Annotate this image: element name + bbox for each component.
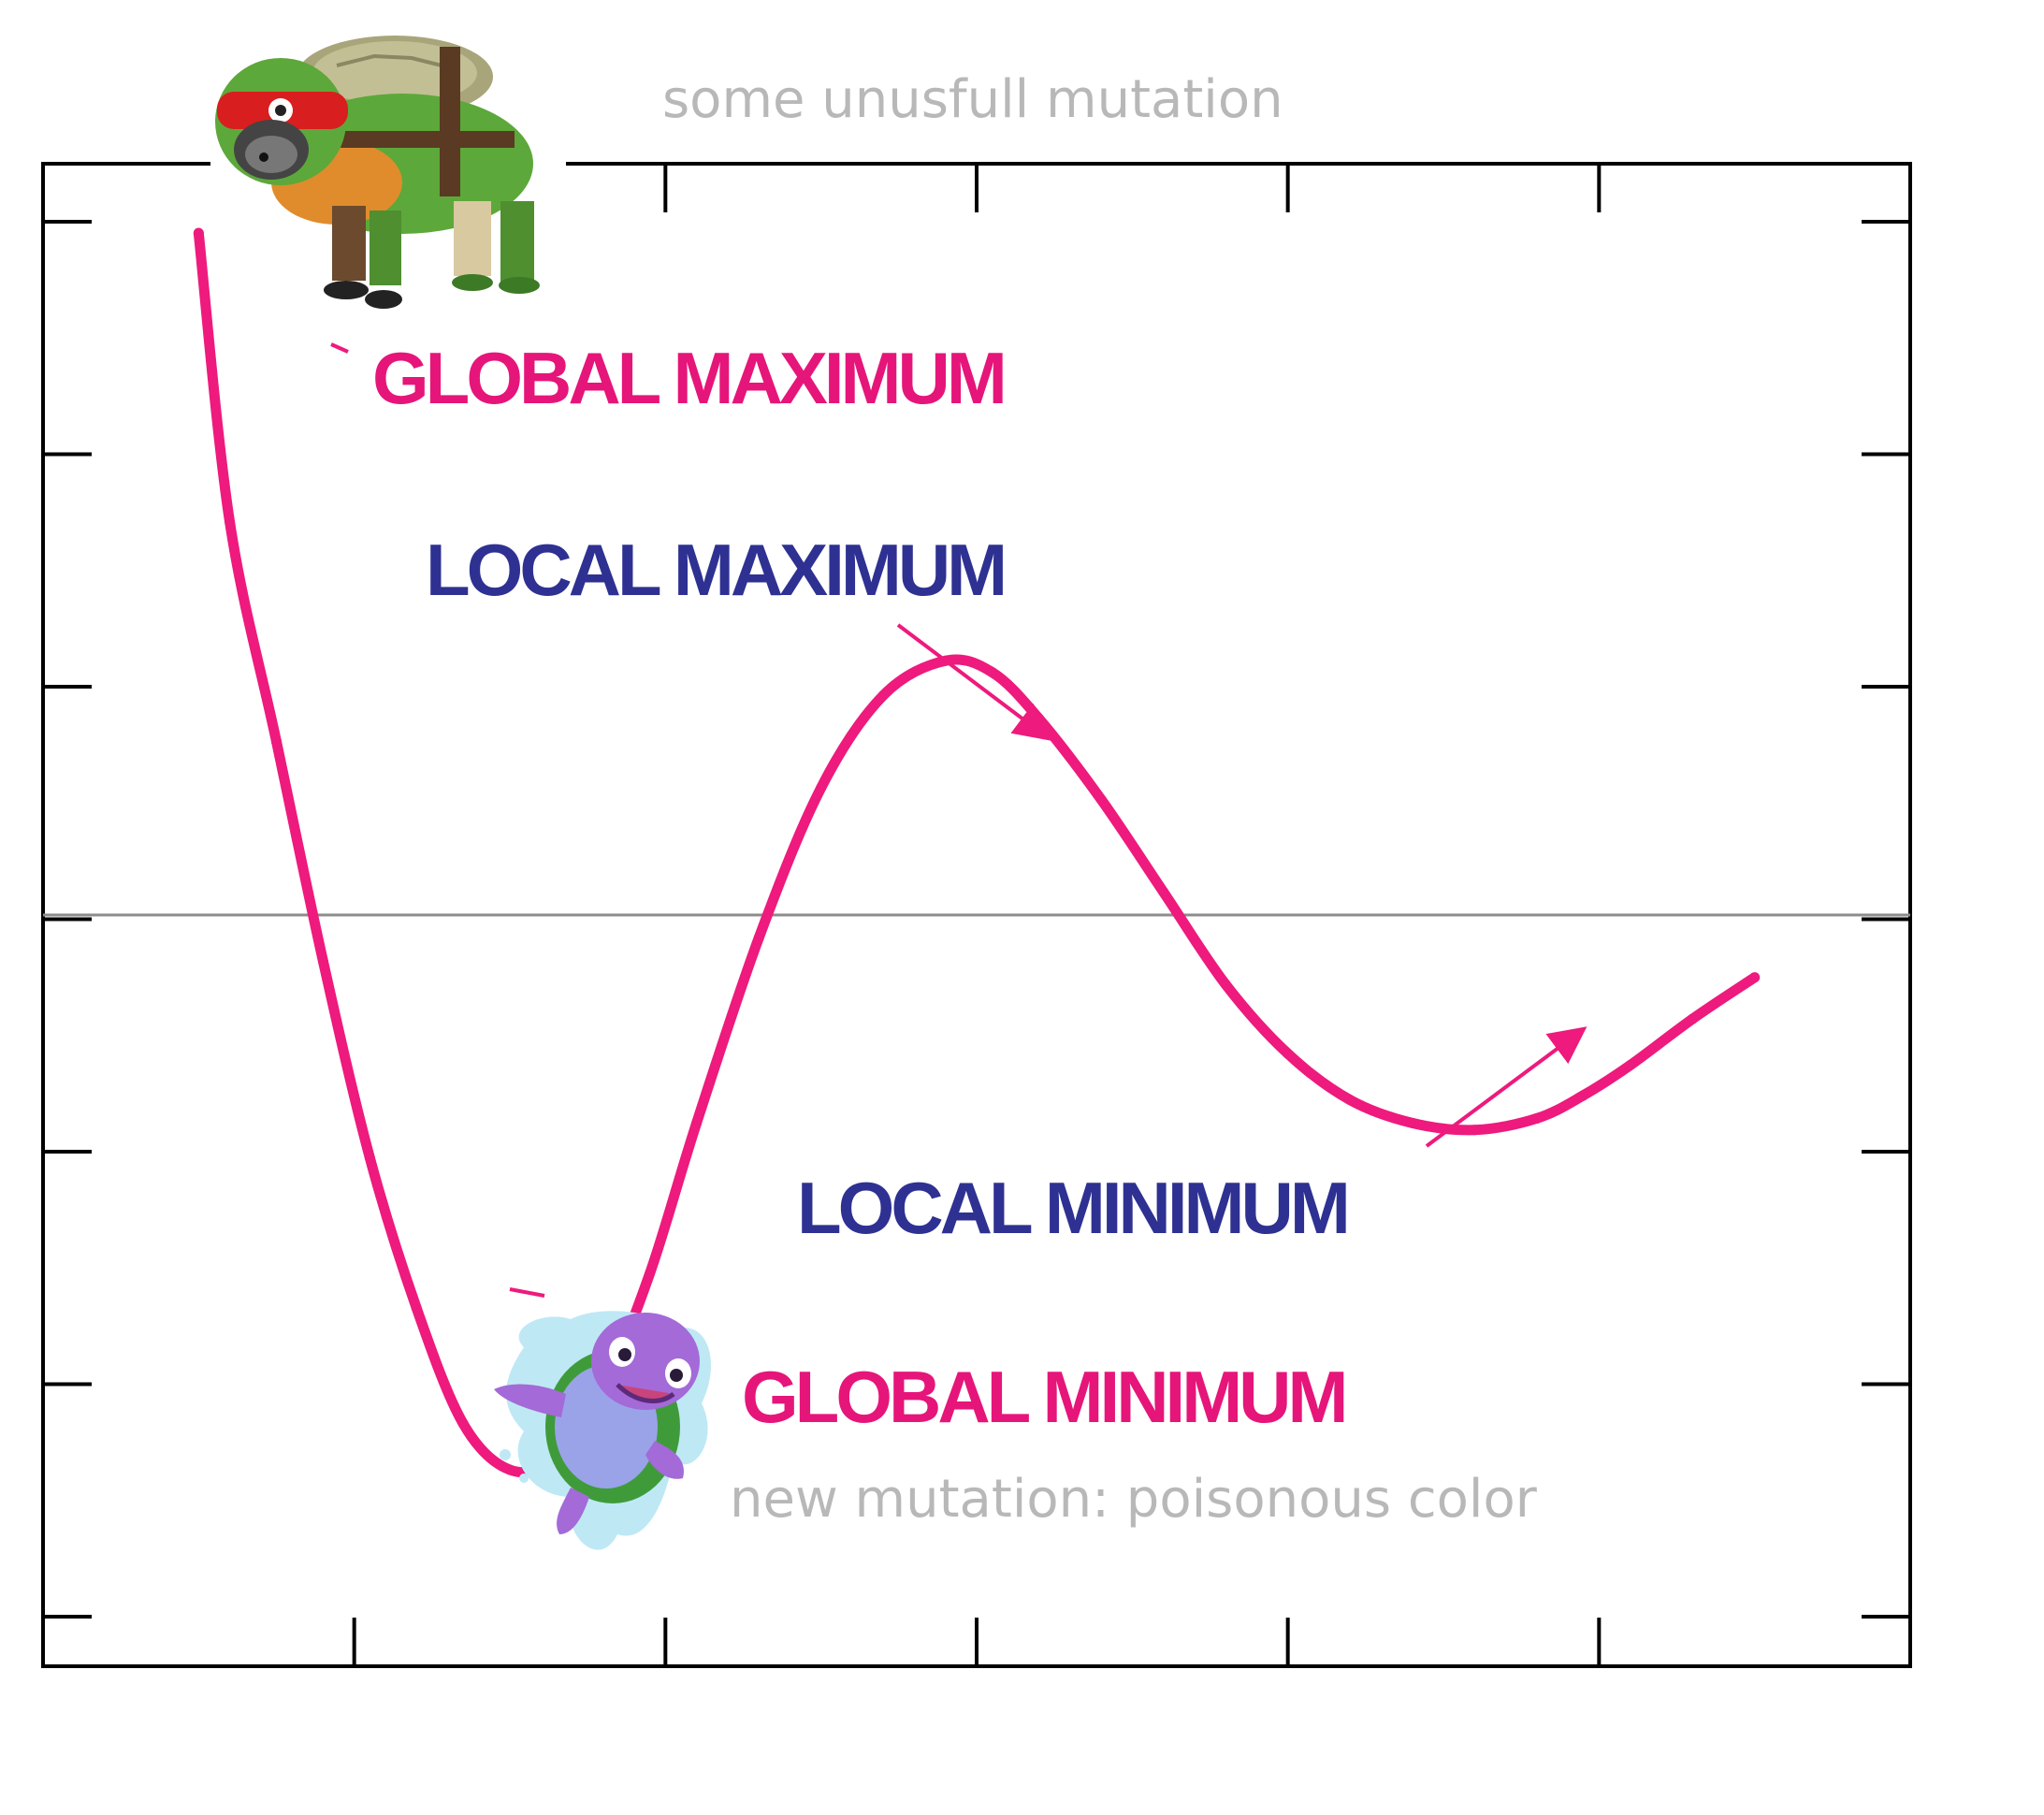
- series-point: [317, 955, 328, 966]
- series-point: [691, 1117, 703, 1128]
- series-point: [1625, 1060, 1636, 1071]
- series-point: [1687, 1013, 1698, 1024]
- series-point: [457, 1418, 469, 1430]
- series-point: [271, 736, 282, 748]
- label-global-minimum: GLOBAL MINIMUM: [742, 1356, 1344, 1438]
- series-point: [753, 933, 764, 944]
- series-point: [504, 1464, 515, 1475]
- series-point: [411, 1302, 422, 1314]
- series-point: [1407, 1117, 1418, 1128]
- series-point: [1469, 1125, 1480, 1136]
- series-point: [1283, 1048, 1294, 1059]
- series-point: [645, 1268, 656, 1279]
- top-note: some unusfull mutation: [662, 69, 1283, 130]
- series-point: [364, 1152, 375, 1163]
- series-point: [1220, 979, 1231, 990]
- label-local-maximum: LOCAL MAXIMUM: [426, 529, 1004, 611]
- series-point: [816, 782, 827, 793]
- label-global-maximum: GLOBAL MAXIMUM: [372, 337, 1004, 419]
- series-point: [1578, 1090, 1589, 1101]
- series-point: [1531, 1112, 1543, 1124]
- series-point: [1344, 1095, 1355, 1106]
- series-point: [1034, 713, 1045, 724]
- tick-marks: [43, 164, 1910, 1666]
- dog-in-turtle-costume-image: [215, 36, 540, 309]
- arrow-to-local-maximum: [896, 623, 1052, 741]
- purple-cartoon-turtle-image: [494, 1311, 711, 1550]
- series-point: [193, 227, 204, 239]
- series-point: [1158, 886, 1169, 897]
- arrow-to-local-minimum: [1425, 1026, 1587, 1148]
- series-point: [1095, 793, 1107, 805]
- tick-mark-global-maximum: [330, 342, 349, 354]
- series-point: [877, 690, 889, 701]
- bottom-note: new mutation: poisonous color: [730, 1469, 1538, 1530]
- tick-mark-global-minimum: [509, 1287, 545, 1298]
- series-point: [987, 667, 998, 678]
- series-point: [225, 516, 236, 528]
- label-local-minimum: LOCAL MINIMUM: [797, 1167, 1347, 1249]
- series-point: [1749, 972, 1761, 983]
